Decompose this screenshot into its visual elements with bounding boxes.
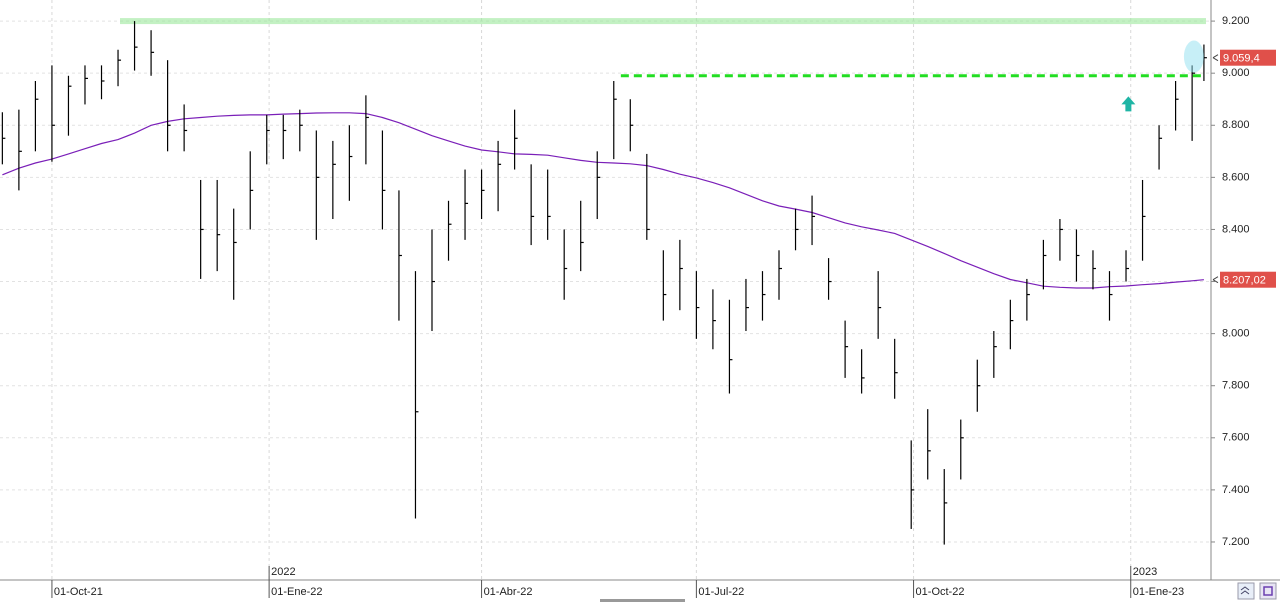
price-pointer	[1212, 54, 1219, 62]
scrollbar[interactable]	[600, 599, 685, 602]
x-tick-label: 01-Jul-22	[698, 586, 744, 598]
x-tick-label: 01-Ene-22	[271, 586, 322, 598]
y-tick-label: 7.800	[1222, 380, 1250, 392]
year-label: 2022	[271, 566, 295, 578]
price-tag	[1220, 271, 1276, 288]
save-button[interactable]	[1259, 582, 1277, 600]
save-icon	[1263, 586, 1273, 596]
price-tag-label: 8.207,02	[1223, 275, 1266, 287]
y-tick-label: 8.600	[1222, 171, 1250, 183]
price-tag	[1220, 49, 1276, 66]
highlight	[1183, 40, 1204, 73]
x-tick-label: 01-Abr-22	[484, 586, 533, 598]
y-tick-label: 8.000	[1222, 328, 1250, 340]
resistance-band	[120, 18, 1206, 25]
y-tick-label: 7.400	[1222, 484, 1250, 496]
y-tick-label: 7.200	[1222, 536, 1250, 548]
zoom-button[interactable]	[1237, 582, 1255, 600]
arrow	[1121, 96, 1136, 112]
x-tick-label: 01-Ene-23	[1133, 586, 1184, 598]
zoom-icon	[1240, 586, 1250, 595]
price-tag-label: 9.059,4	[1223, 53, 1260, 65]
x-tick-label: 01-Oct-22	[916, 586, 965, 598]
price-pointer	[1212, 276, 1219, 284]
moving-average	[2, 112, 1204, 289]
year-label: 2023	[1133, 566, 1157, 578]
y-tick-label: 8.400	[1222, 223, 1250, 235]
x-tick-label: 01-Oct-21	[54, 586, 103, 598]
y-tick-label: 9.200	[1222, 15, 1250, 27]
y-tick-label: 8.800	[1222, 119, 1250, 131]
y-tick-label: 7.600	[1222, 432, 1250, 444]
y-tick-label: 9.000	[1222, 67, 1250, 79]
